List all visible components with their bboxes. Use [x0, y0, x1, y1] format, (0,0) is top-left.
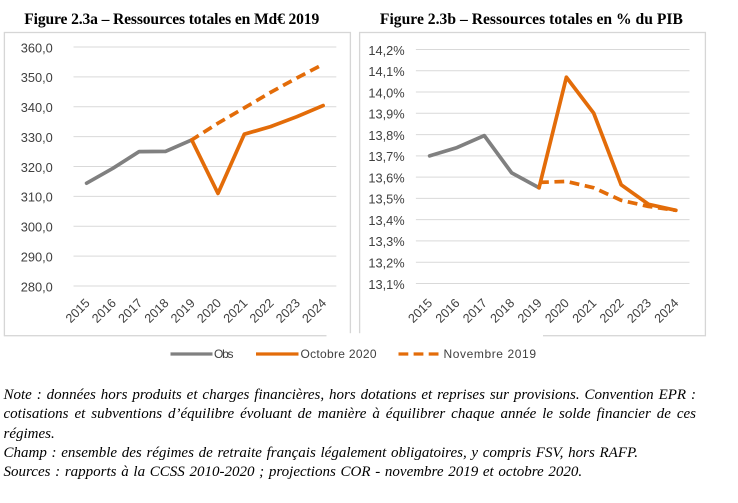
svg-text:13,7%: 13,7% [368, 149, 404, 164]
svg-text:2021: 2021 [570, 296, 600, 326]
svg-text:2016: 2016 [89, 296, 119, 326]
svg-text:13,5%: 13,5% [368, 192, 404, 207]
svg-text:330,0: 330,0 [21, 130, 53, 145]
svg-text:13,9%: 13,9% [368, 107, 404, 122]
svg-text:360,0: 360,0 [21, 40, 53, 55]
svg-text:Figure 2.3a – Ressources total: Figure 2.3a – Ressources totales en Md€ … [24, 11, 319, 28]
svg-text:2023: 2023 [273, 296, 303, 326]
svg-text:2022: 2022 [597, 296, 627, 326]
svg-text:13,8%: 13,8% [368, 128, 404, 143]
svg-text:13,1%: 13,1% [368, 277, 404, 292]
svg-text:13,3%: 13,3% [368, 234, 404, 249]
svg-text:2024: 2024 [652, 296, 682, 326]
svg-text:14,2%: 14,2% [368, 43, 404, 58]
svg-text:Octobre 2020: Octobre 2020 [301, 347, 377, 361]
svg-text:310,0: 310,0 [21, 190, 53, 205]
svg-text:2015: 2015 [63, 296, 93, 326]
svg-text:2017: 2017 [460, 296, 490, 326]
svg-text:2022: 2022 [247, 296, 277, 326]
svg-text:2024: 2024 [300, 296, 330, 326]
svg-text:2023: 2023 [624, 296, 654, 326]
svg-text:13,2%: 13,2% [368, 256, 404, 271]
svg-text:350,0: 350,0 [21, 70, 53, 85]
svg-text:2019: 2019 [168, 296, 198, 326]
svg-text:Figure 2.3b – Ressources total: Figure 2.3b – Ressources totales en % du… [380, 11, 683, 28]
svg-text:2019: 2019 [515, 296, 545, 326]
svg-text:2018: 2018 [142, 296, 172, 326]
svg-text:Novembre 2019: Novembre 2019 [444, 347, 537, 361]
svg-text:300,0: 300,0 [21, 220, 53, 235]
svg-text:2020: 2020 [542, 296, 572, 326]
svg-text:Obs: Obs [214, 347, 234, 361]
svg-text:290,0: 290,0 [21, 249, 53, 264]
svg-text:13,4%: 13,4% [368, 213, 404, 228]
svg-text:2021: 2021 [221, 296, 251, 326]
svg-text:13,6%: 13,6% [368, 170, 404, 185]
svg-text:2016: 2016 [433, 296, 463, 326]
svg-text:340,0: 340,0 [21, 100, 53, 115]
svg-text:2020: 2020 [194, 296, 224, 326]
svg-text:320,0: 320,0 [21, 160, 53, 175]
svg-text:2018: 2018 [488, 296, 518, 326]
svg-text:14,1%: 14,1% [368, 64, 404, 79]
svg-text:2017: 2017 [116, 296, 146, 326]
svg-text:2015: 2015 [406, 296, 436, 326]
svg-text:280,0: 280,0 [21, 279, 53, 294]
svg-text:14,0%: 14,0% [368, 85, 404, 100]
